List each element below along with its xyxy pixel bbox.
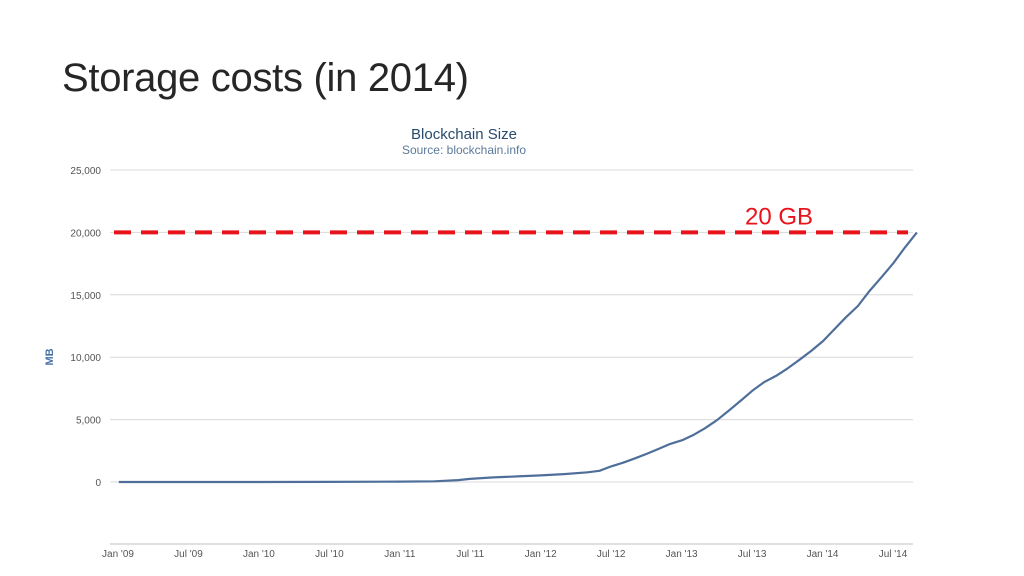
- y-tick-labels: 0 5,000 10,000 15,000 20,000 25,000: [70, 166, 101, 489]
- y-tick-label: 5,000: [76, 416, 101, 427]
- x-tick-labels: Jan '09 Jul '09 Jan '10 Jul '10 Jan '11 Jul '…: [102, 543, 913, 560]
- chart-subtitle: Source: blockchain.info: [402, 143, 526, 157]
- threshold-label: 20 GB: [745, 203, 813, 230]
- chart-title: Blockchain Size: [411, 126, 517, 143]
- x-tick-label: Jul '14: [879, 549, 908, 560]
- x-tick-label: Jan '09: [102, 549, 134, 560]
- x-tick-label: Jul '13: [738, 549, 767, 560]
- slide-title: Storage costs (in 2014): [62, 56, 469, 100]
- x-tick-label: Jan '14: [807, 549, 839, 560]
- x-tick-label: Jan '10: [243, 549, 275, 560]
- x-tick-label: Jul '10: [315, 549, 344, 560]
- x-tick-label: Jul '11: [456, 549, 484, 560]
- blockchain-size-line: [118, 231, 918, 484]
- x-tick-label: Jan '11: [384, 549, 416, 560]
- y-tick-label: 20,000: [70, 228, 101, 239]
- x-tick-label: Jul '09: [174, 549, 203, 560]
- y-tick-label: 0: [95, 478, 101, 489]
- y-tick-label: 15,000: [70, 291, 101, 302]
- y-tick-label: 25,000: [70, 166, 101, 177]
- y-axis-title: MB: [44, 348, 56, 365]
- x-tick-label: Jan '13: [666, 549, 698, 560]
- x-tick-label: Jan '12: [525, 549, 557, 560]
- x-tick-label: Jul '12: [597, 549, 626, 560]
- y-tick-label: 10,000: [70, 353, 101, 364]
